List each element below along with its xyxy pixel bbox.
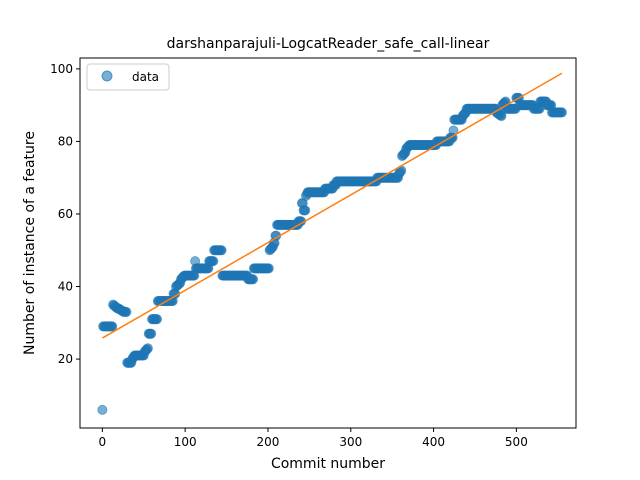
data-points <box>97 92 567 415</box>
y-axis: 20 40 60 80 100 <box>50 62 80 366</box>
data-point <box>216 245 227 256</box>
data-point <box>107 321 118 332</box>
plot-frame <box>79 57 577 429</box>
fit-line <box>101 72 563 339</box>
data-point <box>142 343 153 354</box>
legend-marker <box>101 70 113 82</box>
data-point <box>248 274 259 285</box>
plot-background <box>80 58 576 428</box>
chart-title: darshanparajuli-LogcatReader_safe_call-l… <box>167 36 490 52</box>
y-tick-label: 80 <box>58 134 73 148</box>
x-tick-label: 200 <box>257 435 280 449</box>
data-point <box>97 404 108 415</box>
data-point <box>556 107 567 118</box>
x-tick-label: 300 <box>339 435 362 449</box>
y-axis-label: Number of instance of a feature <box>22 131 38 355</box>
data-point <box>496 111 507 122</box>
x-tick-label: 100 <box>174 435 197 449</box>
data-point <box>152 314 163 325</box>
legend-box <box>86 63 170 91</box>
x-axis-label: Commit number <box>271 456 385 472</box>
data-point <box>263 263 274 274</box>
x-axis: 0 100 200 300 400 500 <box>99 428 528 449</box>
y-tick-label: 20 <box>58 352 73 366</box>
y-tick-label: 100 <box>50 62 73 76</box>
data-point <box>121 306 132 317</box>
x-tick-label: 500 <box>505 435 528 449</box>
legend: data <box>86 63 170 91</box>
x-tick-label: 0 <box>99 435 107 449</box>
y-tick-label: 40 <box>58 280 73 294</box>
plot-area <box>79 57 577 429</box>
data-point <box>300 205 311 216</box>
fit-line-layer <box>101 72 563 339</box>
legend-label: data <box>132 70 159 84</box>
data-point <box>208 256 219 267</box>
data-point <box>146 328 157 339</box>
y-tick-label: 60 <box>58 207 73 221</box>
x-tick-label: 400 <box>422 435 445 449</box>
